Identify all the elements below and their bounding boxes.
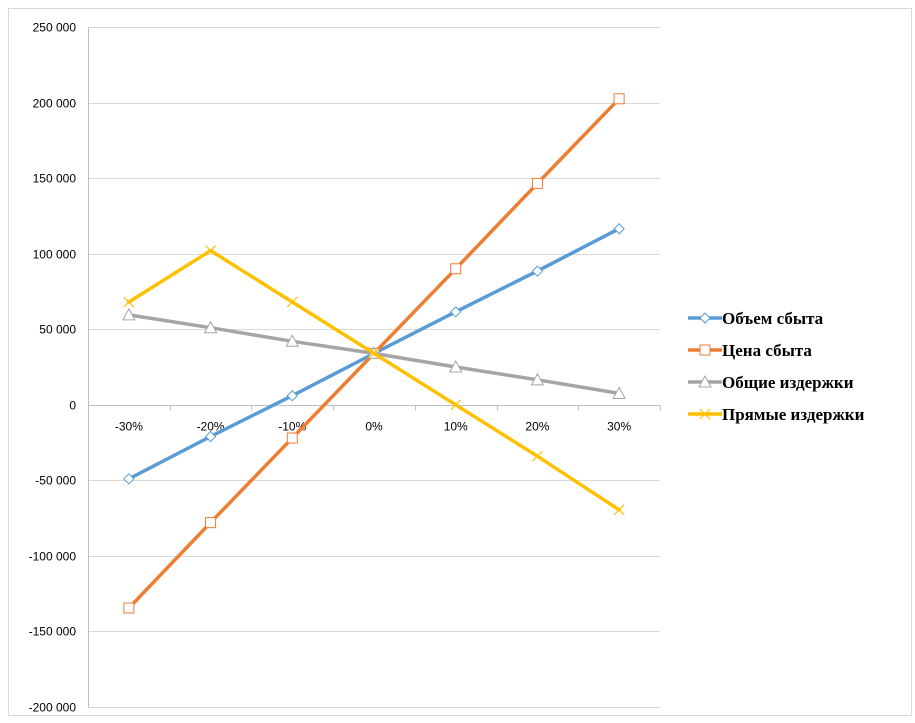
data-point-marker — [450, 399, 462, 411]
y-tick-label: -100 000 — [29, 550, 77, 564]
data-point-marker — [123, 296, 135, 308]
legend-label: Цена сбыта — [722, 341, 812, 360]
data-point-marker — [699, 344, 711, 356]
legend-label: Объем сбыта — [722, 309, 824, 328]
x-tick-label: -30% — [115, 420, 143, 434]
x-tick-label: 30% — [607, 420, 631, 434]
x-tick-label: 10% — [444, 420, 468, 434]
data-point-marker — [450, 306, 462, 318]
data-point-marker — [448, 359, 463, 373]
y-tick-label: -50 000 — [35, 474, 76, 488]
data-point-marker — [699, 312, 711, 324]
data-point-marker — [450, 263, 462, 275]
data-point-marker — [123, 473, 135, 485]
data-point-marker — [613, 223, 625, 235]
gridlines — [88, 27, 660, 708]
data-point-marker — [531, 177, 543, 189]
x-tick-label: -20% — [197, 420, 225, 434]
data-point-marker — [205, 245, 216, 257]
data-point-marker — [204, 430, 217, 443]
data-point-marker — [286, 390, 298, 402]
chart-border — [8, 8, 912, 716]
legend-item: Объем сбыта — [688, 309, 824, 328]
x-tick-label: 0% — [365, 420, 383, 434]
legend-label: Общие издержки — [722, 373, 854, 392]
data-point-marker — [530, 372, 545, 386]
legend-item: Общие издержки — [688, 373, 854, 392]
data-point-marker — [286, 296, 298, 308]
data-point-marker — [613, 93, 625, 105]
data-point-marker — [285, 334, 300, 347]
y-tick-label: 100 000 — [33, 248, 77, 262]
y-tick-label: 150 000 — [33, 172, 77, 186]
series-lines — [122, 93, 626, 614]
y-tick-label: 0 — [69, 399, 76, 413]
legend-label: Прямые издержки — [722, 405, 865, 424]
y-tick-label: 200 000 — [33, 97, 77, 111]
y-tick-label: 250 000 — [33, 21, 77, 35]
data-point-marker — [203, 320, 218, 334]
data-point-marker — [612, 386, 626, 399]
data-point-marker — [531, 265, 544, 277]
data-point-marker — [286, 432, 298, 444]
legend-item: Прямые издержки — [688, 405, 865, 424]
series-3 — [123, 245, 625, 516]
data-point-marker — [205, 517, 217, 529]
data-point-marker — [532, 450, 543, 462]
y-tick-label: -150 000 — [29, 625, 77, 639]
data-point-marker — [699, 408, 711, 420]
data-point-marker — [698, 374, 712, 388]
data-point-marker — [123, 602, 135, 614]
legend: Объем сбыта Цена сбыта Общие издержки Прямы… — [688, 309, 865, 424]
data-point-marker — [368, 347, 380, 359]
y-tick-label: -200 000 — [29, 701, 77, 715]
legend-item: Цена сбыта — [688, 341, 812, 360]
y-tick-label: 50 000 — [39, 323, 76, 337]
x-tick-label: 20% — [525, 420, 549, 434]
axes: 250 000 200 000 150 000 100 000 50 000 0 -50 0… — [29, 21, 661, 715]
data-point-marker — [613, 504, 625, 516]
data-point-marker — [122, 307, 136, 321]
